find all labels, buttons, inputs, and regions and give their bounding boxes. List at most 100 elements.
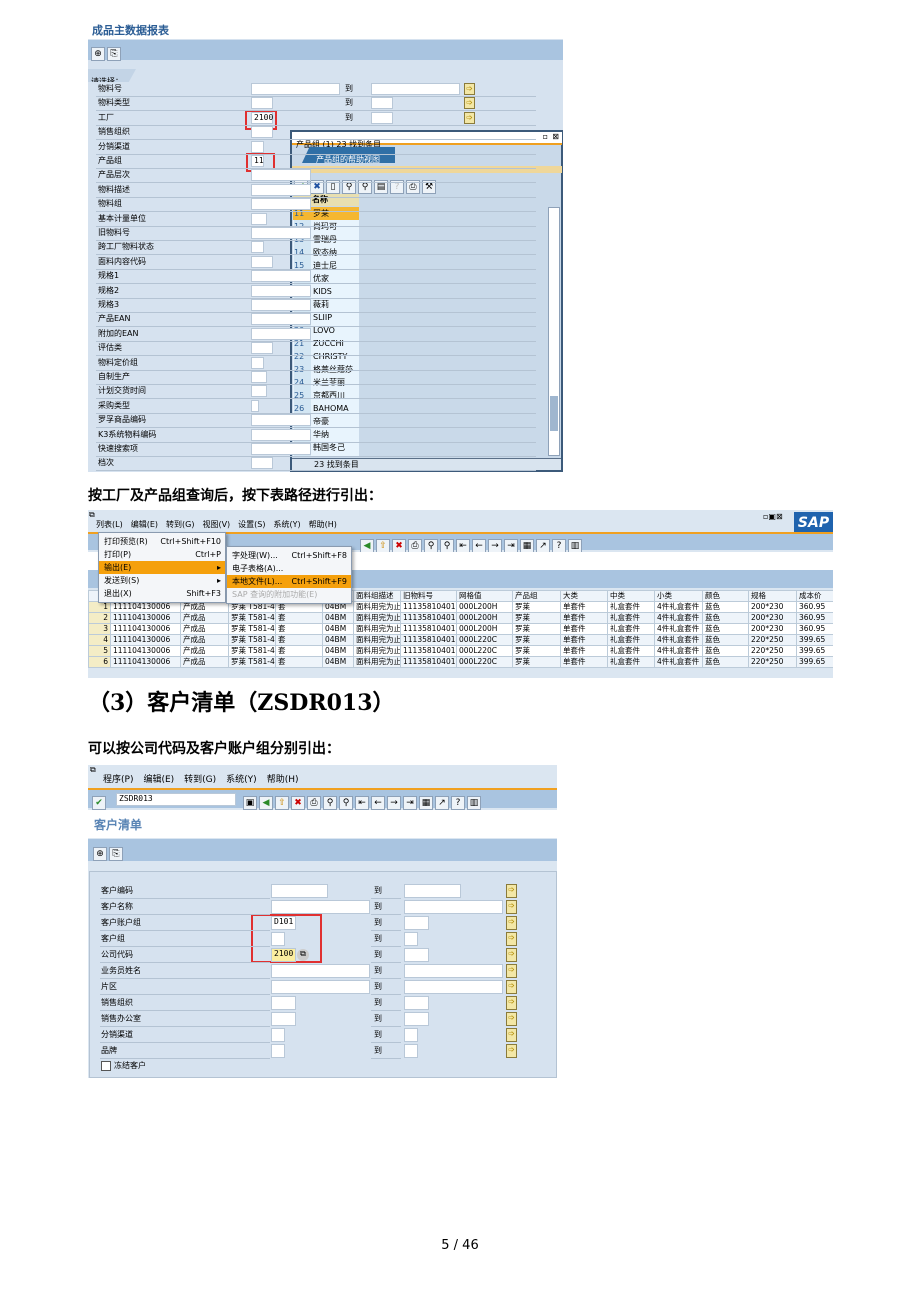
column-header[interactable]: 中类 bbox=[607, 590, 655, 602]
print-icon[interactable]: ⎙ bbox=[408, 538, 422, 553]
multiple-selection-button[interactable]: ➩ bbox=[506, 900, 517, 914]
popup-list-item[interactable]: 24 米兰菲丽 bbox=[293, 376, 359, 389]
multiple-selection-button[interactable]: ➩ bbox=[464, 83, 475, 95]
help-icon[interactable]: ? bbox=[552, 538, 566, 553]
field-high-input[interactable] bbox=[404, 932, 418, 946]
field-low-input[interactable] bbox=[251, 270, 311, 283]
field-high-input[interactable] bbox=[371, 83, 460, 95]
field-low-input[interactable] bbox=[251, 183, 311, 196]
field-low-input[interactable] bbox=[251, 342, 273, 355]
multiple-selection-button[interactable]: ➩ bbox=[464, 97, 475, 110]
column-header[interactable]: 规格 bbox=[748, 590, 797, 602]
field-low-input[interactable] bbox=[251, 356, 264, 369]
exit-icon[interactable]: ⇧ bbox=[376, 538, 390, 553]
field-low-input[interactable] bbox=[271, 1044, 285, 1058]
minimize-icon[interactable]: ▫ bbox=[542, 132, 548, 141]
multiple-selection-button[interactable]: ➩ bbox=[506, 996, 517, 1010]
field-low-input[interactable] bbox=[271, 884, 328, 898]
close-icon[interactable]: ⊠ bbox=[775, 512, 783, 521]
field-high-input[interactable] bbox=[404, 900, 503, 914]
exit-icon[interactable]: ⇧ bbox=[275, 795, 289, 810]
multiple-selection-button[interactable]: ➩ bbox=[506, 1044, 517, 1058]
menu-4[interactable]: 设置(S) bbox=[238, 520, 266, 529]
field-low-input[interactable] bbox=[251, 299, 311, 311]
enter-icon[interactable]: ✔ bbox=[92, 795, 106, 810]
multiple-selection-button[interactable]: ➩ bbox=[506, 932, 517, 946]
next-page-icon[interactable]: → bbox=[488, 538, 502, 553]
popup-list-item[interactable]: 11 罗莱 bbox=[293, 207, 359, 220]
field-low-input[interactable] bbox=[251, 371, 267, 383]
menu-item[interactable]: 发送到(S) ▸ bbox=[99, 574, 225, 587]
field-low-input[interactable] bbox=[271, 932, 285, 946]
menu-2[interactable]: 转到(G) bbox=[166, 520, 195, 529]
popup-list-item[interactable]: 14 欧态纳 bbox=[293, 246, 359, 259]
table-row[interactable]: 6 111104130006 产成品 罗莱 T581-4 套 04BM 面料用完为止 1113… bbox=[88, 656, 833, 668]
save-icon[interactable]: ▣ bbox=[243, 795, 257, 810]
field-low-input[interactable] bbox=[251, 198, 311, 211]
last-page-icon[interactable]: ⇥ bbox=[504, 538, 518, 553]
menu-item[interactable]: 本地文件(L)... Ctrl+Shift+F9 bbox=[227, 575, 351, 588]
value-help-icon[interactable]: ⧉ bbox=[297, 949, 309, 961]
popup-scrollbar[interactable] bbox=[548, 207, 560, 456]
print-icon[interactable]: ⎙ bbox=[307, 795, 321, 810]
menu-2[interactable]: 转到(G) bbox=[184, 775, 217, 785]
col-name-header[interactable]: 名称 bbox=[312, 195, 328, 204]
layout-icon[interactable]: ▥ bbox=[568, 538, 582, 553]
field-low-input[interactable] bbox=[251, 399, 259, 412]
prev-page-icon[interactable]: ← bbox=[472, 538, 486, 553]
field-low-input[interactable] bbox=[251, 97, 273, 110]
field-low-input[interactable] bbox=[251, 327, 311, 340]
popup-list-item[interactable]: 15 迪士尼 bbox=[293, 259, 359, 272]
popup-list-item[interactable]: 21 ZUCCHI bbox=[293, 337, 359, 350]
multiple-selection-button[interactable]: ➩ bbox=[506, 948, 517, 962]
shortcut-icon[interactable]: ↗ bbox=[536, 538, 550, 553]
layout-icon[interactable]: ▥ bbox=[467, 795, 481, 810]
popup-tab[interactable]: 产品组的帮助视图 bbox=[302, 147, 395, 163]
column-header[interactable]: 小类 bbox=[654, 590, 703, 602]
minimize-icon[interactable]: ▫ bbox=[763, 512, 769, 521]
cancel-icon[interactable]: ✖ bbox=[392, 538, 406, 553]
field-high-input[interactable] bbox=[404, 884, 461, 898]
field-high-input[interactable] bbox=[371, 97, 393, 110]
next-page-icon[interactable]: → bbox=[387, 795, 401, 810]
popup-list-item[interactable]: 23 格莱丝蔻莎 bbox=[293, 363, 359, 376]
help-icon[interactable]: ? bbox=[451, 795, 465, 810]
field-high-input[interactable] bbox=[404, 980, 503, 994]
field-low-input[interactable] bbox=[251, 428, 311, 441]
field-high-input[interactable] bbox=[404, 964, 503, 978]
menu-6[interactable]: 帮助(H) bbox=[308, 520, 337, 529]
multiple-selection-button[interactable]: ➩ bbox=[506, 1012, 517, 1026]
first-page-icon[interactable]: ⇤ bbox=[355, 795, 369, 810]
freeze-customer-checkbox[interactable] bbox=[101, 1061, 111, 1071]
column-header[interactable]: 面料组描述 bbox=[353, 590, 401, 602]
session-icon[interactable]: ▦ bbox=[520, 538, 534, 553]
session-icon[interactable]: ▦ bbox=[419, 795, 433, 810]
popup-list-item[interactable]: 25 京都西川 bbox=[293, 389, 359, 402]
column-header[interactable]: 旧物料号 bbox=[400, 590, 457, 602]
field-low-input[interactable] bbox=[271, 1028, 285, 1042]
column-header[interactable]: 颜色 bbox=[702, 590, 749, 602]
back-icon[interactable]: ◀ bbox=[360, 538, 374, 553]
field-high-input[interactable] bbox=[404, 948, 429, 962]
field-low-input[interactable] bbox=[251, 457, 273, 470]
field-low-input[interactable]: 11 bbox=[251, 155, 264, 167]
field-high-input[interactable] bbox=[404, 1044, 418, 1058]
shortcut-icon[interactable]: ↗ bbox=[435, 795, 449, 810]
field-low-input[interactable] bbox=[251, 83, 340, 95]
multiple-selection-button[interactable]: ➩ bbox=[506, 884, 517, 898]
column-header[interactable]: 产品组 bbox=[512, 590, 561, 602]
field-low-input[interactable] bbox=[271, 996, 296, 1010]
menu-1[interactable]: 编辑(E) bbox=[130, 520, 158, 529]
field-low-input[interactable] bbox=[251, 414, 311, 427]
table-row[interactable]: 5 111104130006 产成品 罗莱 T581-4 套 04BM 面料用完为止 1113… bbox=[88, 645, 833, 657]
cancel-icon[interactable]: ✖ bbox=[291, 795, 305, 810]
field-high-input[interactable] bbox=[404, 1012, 429, 1026]
variant-icon[interactable]: ⎘ bbox=[109, 846, 123, 861]
command-field[interactable]: ZSDR013 bbox=[116, 793, 236, 806]
find-next-icon[interactable]: ⚲ bbox=[440, 538, 454, 553]
field-low-input[interactable] bbox=[251, 255, 273, 268]
field-low-input[interactable] bbox=[251, 212, 267, 225]
field-low-input[interactable] bbox=[271, 1012, 296, 1026]
close-icon[interactable]: ⊠ bbox=[552, 132, 559, 141]
field-low-input[interactable] bbox=[251, 227, 311, 239]
